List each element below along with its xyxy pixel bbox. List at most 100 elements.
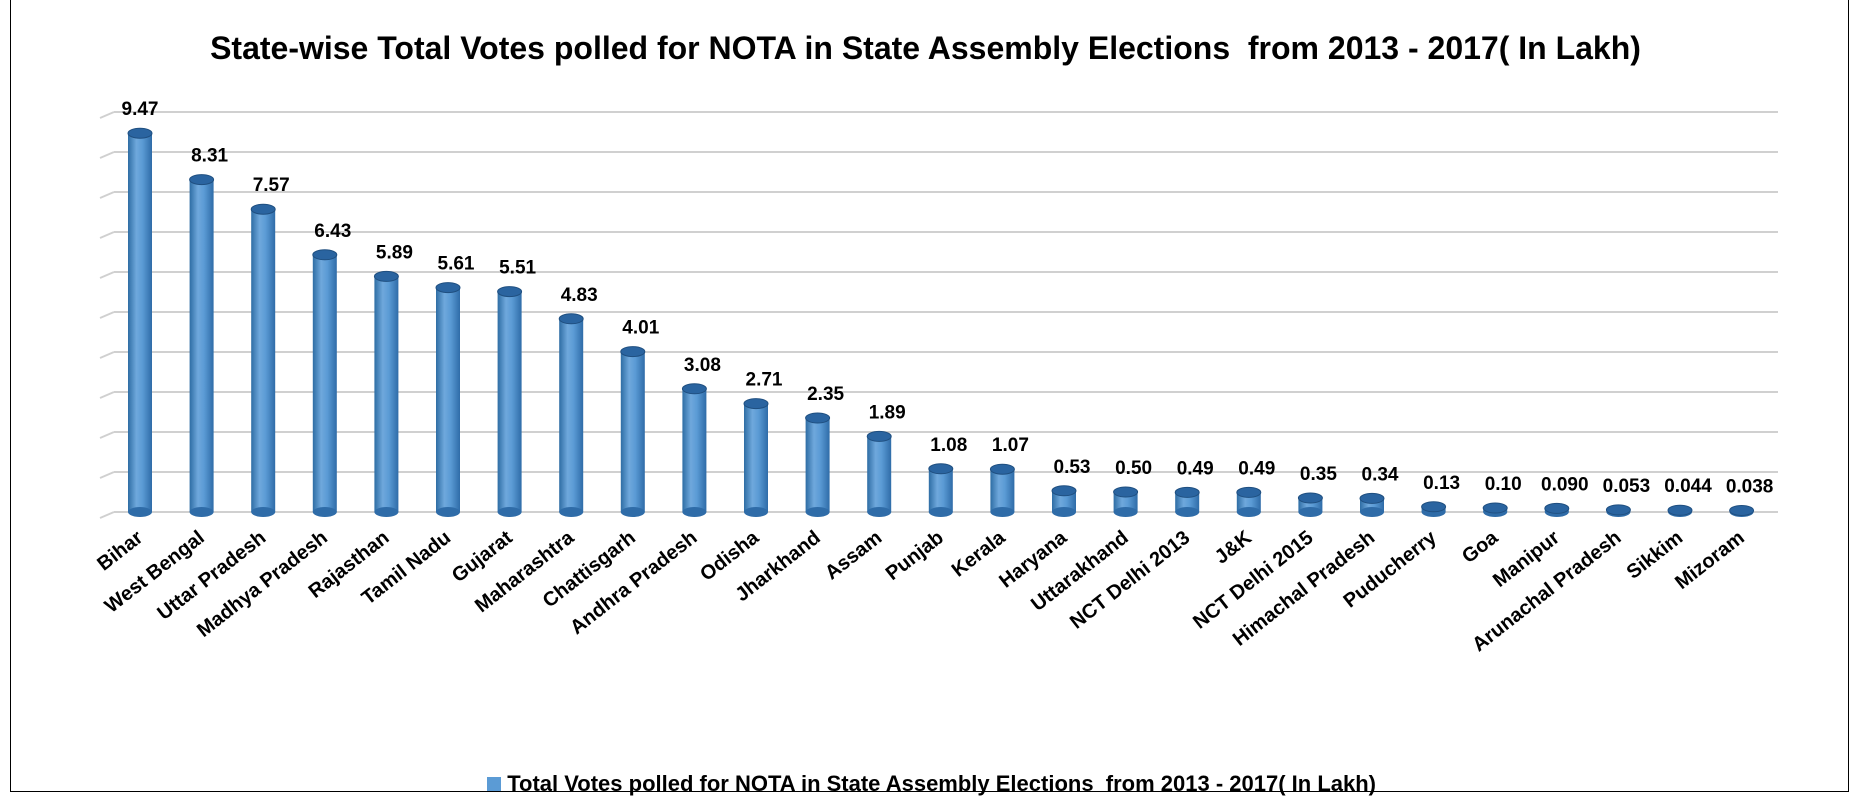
bar	[1605, 504, 1631, 517]
bar	[620, 346, 646, 517]
bar-body	[251, 209, 276, 512]
data-label: 8.31	[191, 146, 228, 167]
bar-body	[867, 436, 892, 512]
bar-top	[743, 398, 769, 410]
legend-swatch	[487, 777, 502, 791]
bar-body	[620, 351, 645, 512]
gridline-depth	[99, 511, 115, 519]
bar-top	[373, 270, 399, 282]
bar-top	[1605, 504, 1631, 516]
gridlines	[99, 111, 1778, 519]
bar-base	[805, 507, 830, 517]
bar-base	[990, 507, 1015, 517]
bar-base	[744, 507, 768, 517]
bar	[743, 398, 769, 517]
bar-base	[374, 507, 399, 517]
bar	[866, 430, 892, 517]
gridline-depth	[99, 431, 115, 439]
bar	[1421, 501, 1447, 517]
gridline-depth	[99, 391, 115, 399]
bar-base	[436, 507, 460, 517]
bar	[805, 412, 831, 517]
bar-top	[681, 383, 707, 395]
bar-top	[1359, 492, 1385, 504]
bar-base	[1360, 507, 1384, 517]
data-label: 7.57	[253, 175, 290, 196]
bar-top	[805, 412, 831, 424]
data-labels: 9.47 8.31 7.57 6.43 5.89 5.61 5.51 4.83 4.01 3.08…	[122, 99, 1774, 497]
data-label: 9.47	[122, 99, 159, 120]
data-label: 2.35	[807, 384, 844, 405]
gridline-depth	[99, 271, 115, 279]
gridline-depth	[99, 351, 115, 359]
gridline-depth	[99, 311, 115, 319]
bar-top	[189, 174, 215, 186]
bar	[1482, 502, 1508, 517]
bar	[1544, 502, 1570, 517]
bar-top	[866, 430, 892, 442]
data-label: 1.08	[930, 435, 967, 456]
bar-base	[559, 507, 584, 517]
bar-top	[1236, 486, 1262, 498]
data-label: 0.49	[1177, 458, 1214, 479]
x-tick-label: Assam	[821, 527, 886, 585]
x-tick-label: J&K	[1211, 526, 1257, 568]
gridline-depth	[99, 191, 115, 199]
bar-base	[189, 507, 214, 517]
bar-base	[497, 507, 522, 517]
bar-body	[928, 468, 953, 512]
bar-top	[435, 282, 461, 294]
bar-top	[1297, 492, 1323, 504]
bar	[928, 463, 954, 517]
bar	[1113, 486, 1139, 517]
bar-top	[1113, 486, 1139, 498]
bar	[1729, 504, 1755, 517]
x-tick-label: Mizoram	[1671, 527, 1748, 594]
gridline-depth	[99, 111, 115, 119]
bar-body	[559, 318, 584, 512]
bar-body	[128, 133, 152, 512]
bar-top	[312, 249, 338, 261]
bar	[312, 249, 338, 517]
bar-top	[1544, 502, 1570, 514]
bar-base	[928, 507, 953, 517]
bar-base	[1298, 507, 1323, 517]
gridline-depth	[99, 231, 115, 239]
gridline-depth	[99, 151, 115, 159]
bar-base	[251, 507, 276, 517]
bar	[373, 270, 399, 517]
legend-label: Total Votes polled for NOTA in State Ass…	[507, 771, 1377, 796]
data-label: 1.07	[992, 435, 1029, 456]
data-label: 5.51	[499, 258, 536, 279]
bar-body	[1113, 492, 1138, 512]
bar-top	[1667, 504, 1693, 516]
bar-top	[1051, 485, 1077, 497]
legend: Total Votes polled for NOTA in State Ass…	[0, 745, 1851, 797]
bar-base	[1175, 507, 1200, 517]
data-label: 0.34	[1362, 464, 1399, 485]
gridline-depth	[99, 471, 115, 479]
bars	[127, 127, 1755, 517]
bar	[681, 383, 707, 517]
bar-base	[620, 507, 645, 517]
bar-body	[1236, 492, 1261, 512]
data-label: 3.08	[684, 355, 721, 376]
bar-base	[1236, 507, 1261, 517]
data-label: 0.35	[1300, 464, 1337, 485]
bar-base	[867, 507, 892, 517]
data-label: 2.71	[746, 370, 783, 391]
bar-body	[436, 287, 460, 512]
bar-body	[682, 388, 707, 512]
x-tick-label: Goa	[1458, 526, 1503, 568]
bar-top	[620, 346, 646, 358]
bar-body	[189, 179, 214, 512]
bar-body	[744, 403, 768, 512]
bar	[1236, 486, 1262, 517]
data-label: 0.044	[1664, 476, 1712, 497]
data-label: 0.49	[1238, 458, 1275, 479]
x-tick-label: Punjab	[882, 527, 948, 585]
bar-top	[558, 313, 584, 325]
bar-top	[1482, 502, 1508, 514]
